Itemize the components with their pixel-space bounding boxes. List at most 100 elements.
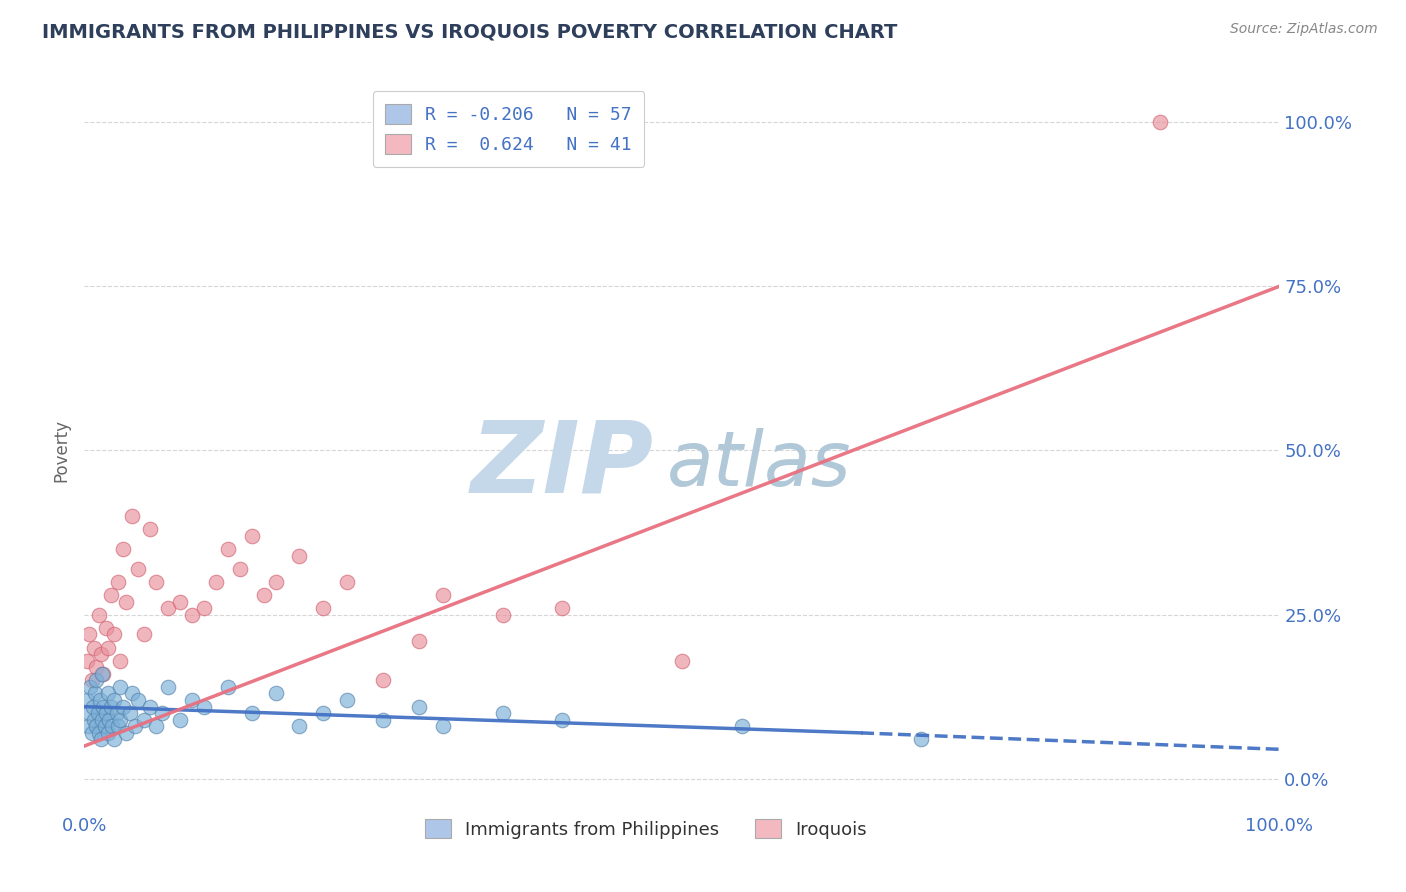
Point: [115, 726, 138, 740]
Point: [83, 713, 105, 727]
Point: [97, 686, 120, 700]
Point: [97, 640, 120, 655]
Point: [84, 686, 107, 700]
Y-axis label: Poverty: Poverty: [52, 419, 70, 482]
Point: [93, 666, 115, 681]
Point: [336, 574, 359, 589]
Point: [111, 541, 134, 556]
Point: [312, 706, 335, 721]
Point: [492, 706, 515, 721]
Point: [132, 713, 156, 727]
Point: [87, 726, 110, 740]
Point: [93, 699, 115, 714]
Point: [139, 522, 162, 536]
Point: [94, 706, 117, 721]
Point: [127, 693, 149, 707]
Text: atlas: atlas: [668, 428, 852, 502]
Point: [373, 673, 395, 688]
Point: [150, 706, 173, 721]
Point: [169, 713, 191, 727]
Point: [139, 699, 162, 714]
Point: [86, 706, 108, 721]
Point: [87, 607, 110, 622]
Point: [1149, 115, 1171, 129]
Point: [76, 693, 98, 707]
Point: [101, 719, 124, 733]
Point: [94, 621, 117, 635]
Point: [115, 594, 138, 608]
Point: [240, 706, 263, 721]
Point: [288, 549, 311, 563]
Point: [336, 693, 359, 707]
Point: [83, 640, 105, 655]
Point: [103, 627, 125, 641]
Point: [89, 693, 111, 707]
Point: [79, 680, 101, 694]
Point: [77, 627, 100, 641]
Point: [127, 562, 149, 576]
Point: [181, 607, 204, 622]
Point: [181, 693, 204, 707]
Text: Source: ZipAtlas.com: Source: ZipAtlas.com: [1230, 22, 1378, 37]
Text: IMMIGRANTS FROM PHILIPPINES VS IROQUOIS POVERTY CORRELATION CHART: IMMIGRANTS FROM PHILIPPINES VS IROQUOIS …: [42, 22, 897, 41]
Point: [205, 574, 228, 589]
Point: [107, 574, 129, 589]
Point: [77, 706, 100, 721]
Point: [110, 713, 132, 727]
Point: [80, 726, 103, 740]
Point: [264, 686, 287, 700]
Point: [86, 660, 108, 674]
Point: [492, 607, 515, 622]
Point: [551, 713, 574, 727]
Point: [432, 719, 454, 733]
Point: [193, 601, 215, 615]
Point: [77, 719, 100, 733]
Legend: Immigrants from Philippines, Iroquois: Immigrants from Philippines, Iroquois: [418, 813, 875, 846]
Point: [90, 732, 112, 747]
Point: [145, 719, 167, 733]
Point: [253, 588, 276, 602]
Point: [145, 574, 167, 589]
Point: [312, 601, 335, 615]
Point: [91, 666, 114, 681]
Point: [551, 601, 574, 615]
Point: [97, 726, 120, 740]
Point: [76, 654, 98, 668]
Point: [217, 680, 239, 694]
Point: [432, 588, 454, 602]
Point: [124, 719, 146, 733]
Point: [103, 732, 125, 747]
Point: [90, 647, 112, 661]
Point: [105, 706, 128, 721]
Point: [229, 562, 252, 576]
Point: [86, 673, 108, 688]
Point: [169, 594, 191, 608]
Point: [103, 693, 125, 707]
Point: [408, 634, 430, 648]
Point: [111, 699, 134, 714]
Point: [288, 719, 311, 733]
Point: [100, 588, 122, 602]
Point: [118, 706, 141, 721]
Point: [910, 732, 932, 747]
Point: [80, 673, 103, 688]
Point: [110, 654, 132, 668]
Point: [193, 699, 215, 714]
Point: [86, 719, 108, 733]
Point: [240, 529, 263, 543]
Point: [100, 699, 122, 714]
Point: [110, 680, 132, 694]
Point: [671, 654, 693, 668]
Text: ZIP: ZIP: [471, 417, 654, 514]
Point: [132, 627, 156, 641]
Point: [264, 574, 287, 589]
Point: [373, 713, 395, 727]
Point: [121, 509, 143, 524]
Point: [98, 713, 121, 727]
Point: [91, 713, 114, 727]
Point: [93, 719, 115, 733]
Point: [82, 699, 104, 714]
Point: [157, 680, 180, 694]
Point: [408, 699, 430, 714]
Point: [731, 719, 754, 733]
